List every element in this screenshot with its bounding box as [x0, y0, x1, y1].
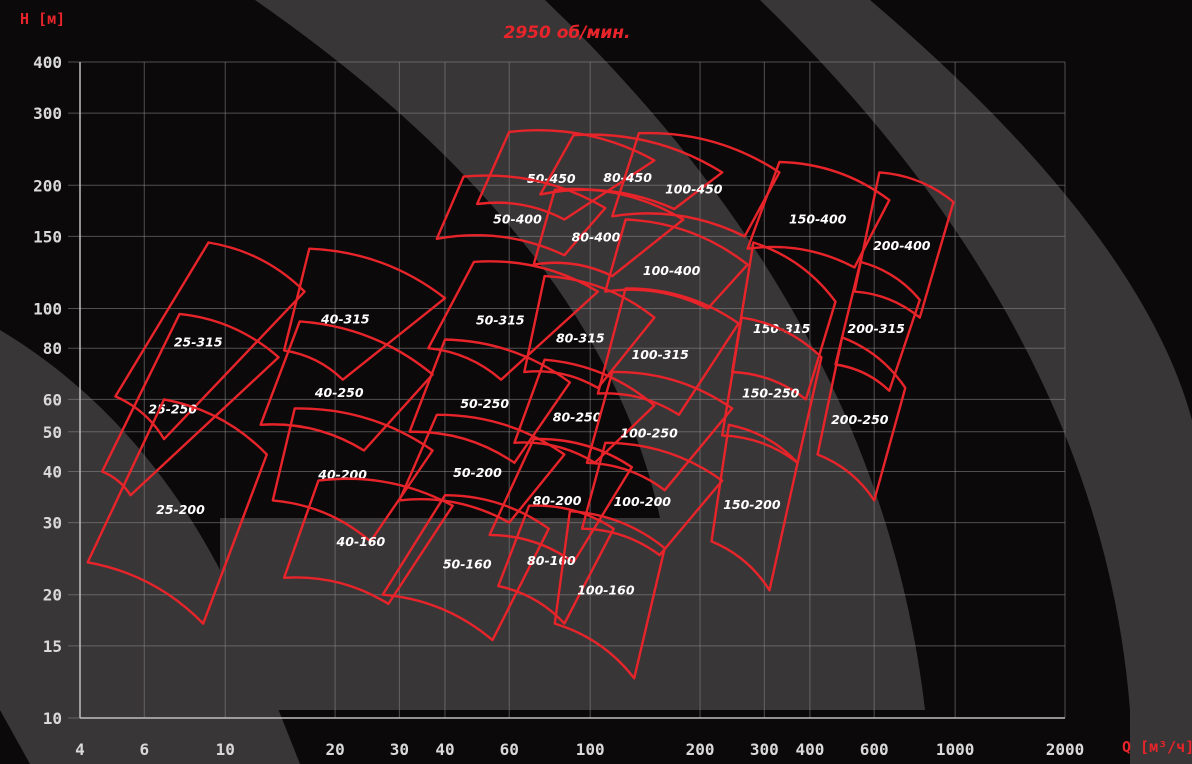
pump-region-100-200: [580, 441, 724, 557]
y-tick-label: 40: [43, 462, 62, 481]
y-tick-label: 200: [33, 176, 62, 195]
pump-region-40-160: [282, 477, 454, 606]
y-tick-label: 80: [43, 339, 62, 358]
pump-label-100-160: 100-160: [577, 582, 635, 597]
pump-region-25-200: [86, 398, 268, 625]
pump-label-200-315: 200-315: [848, 321, 906, 336]
x-tick-label: 40: [435, 740, 454, 759]
pump-label-40-250: 40-250: [314, 385, 364, 400]
pump-label-80-400: 80-400: [572, 230, 621, 245]
pump-region-50-315: [427, 260, 600, 381]
pump-region-80-400: [532, 187, 685, 278]
pump-label-80-160: 80-160: [527, 553, 576, 568]
pump-label-100-450: 100-450: [665, 182, 723, 197]
x-tick-label: 400: [795, 740, 824, 759]
pump-region-40-315: [282, 247, 447, 381]
pump-region-100-400: [604, 218, 749, 310]
x-tick-label: 10: [216, 740, 235, 759]
pump-region-200-400: [853, 171, 955, 319]
x-tick-label: 1000: [936, 740, 975, 759]
pump-label-100-315: 100-315: [632, 347, 690, 362]
pump-label-25-250: 25-250: [148, 402, 197, 417]
pump-label-150-200: 150-200: [723, 497, 781, 512]
pump-region-50-450: [475, 129, 656, 221]
y-tick-label: 400: [33, 53, 62, 72]
pump-label-100-400: 100-400: [643, 263, 701, 278]
pump-region-100-250: [585, 370, 734, 492]
pump-region-200-315: [834, 260, 921, 392]
grid: [68, 61, 1066, 719]
pump-label-50-250: 50-250: [460, 396, 509, 411]
x-tick-label: 30: [390, 740, 409, 759]
y-tick-label: 60: [43, 390, 62, 409]
axis-ticks: 4 6 10 20 30 40 60 100 200 300 400 600 1000 2000 10 15 2…: [33, 53, 1084, 759]
pump-label-40-160: 40-160: [336, 534, 386, 549]
pump-label-50-315: 50-315: [476, 312, 525, 327]
pump-label-80-315: 80-315: [556, 330, 605, 345]
pump-region-40-200: [271, 407, 434, 543]
pump-label-150-250: 150-250: [742, 385, 800, 400]
pump-regions: 25-31525-25025-20040-31540-25040-20040-1…: [86, 129, 955, 680]
y-tick-label: 100: [33, 300, 62, 319]
pump-region-50-200: [398, 413, 566, 524]
pump-label-50-400: 50-400: [493, 212, 542, 227]
y-tick-label: 300: [33, 104, 62, 123]
pump-label-80-450: 80-450: [603, 170, 652, 185]
x-tick-label: 60: [500, 740, 519, 759]
pump-region-150-200: [710, 423, 799, 592]
pump-region-80-315: [523, 274, 656, 390]
pump-region-200-250: [816, 336, 907, 502]
pump-label-40-315: 40-315: [320, 311, 370, 326]
pump-region-150-400: [746, 160, 891, 269]
pump-label-25-315: 25-315: [174, 334, 223, 349]
pump-label-50-160: 50-160: [443, 557, 492, 572]
pump-label-200-400: 200-400: [873, 238, 931, 253]
x-tick-label: 4: [75, 740, 85, 759]
x-axis-label: Q [м³/ч]: [1122, 738, 1192, 756]
y-tick-label: 50: [43, 423, 62, 442]
pump-region-80-200: [488, 437, 633, 564]
pump-region-50-250: [408, 338, 572, 464]
pump-region-80-250: [513, 358, 656, 464]
chart-title: 2950 об/мин.: [503, 23, 630, 43]
x-tick-label: 100: [576, 740, 605, 759]
x-tick-label: 6: [139, 740, 149, 759]
pump-region-25-315: [114, 241, 306, 441]
y-tick-label: 15: [43, 637, 62, 656]
pump-region-50-160: [381, 494, 550, 642]
pump-label-80-250: 80-250: [553, 410, 602, 425]
x-tick-label: 200: [686, 740, 715, 759]
x-tick-label: 600: [860, 740, 889, 759]
pump-region-100-315: [596, 287, 740, 416]
pump-region-25-250: [101, 312, 280, 497]
pump-region-80-160: [497, 504, 615, 625]
pump-region-150-315: [731, 241, 837, 401]
pump-label-25-200: 25-200: [156, 502, 205, 517]
pump-region-100-160: [553, 510, 666, 680]
y-axis-label: H [м]: [20, 10, 65, 28]
x-tick-label: 2000: [1046, 740, 1085, 759]
pump-label-100-200: 100-200: [614, 494, 672, 509]
y-tick-label: 20: [43, 586, 62, 605]
pump-region-50-400: [435, 174, 607, 257]
pump-region-100-450: [611, 131, 781, 238]
pump-label-150-400: 150-400: [789, 212, 847, 227]
y-tick-label: 150: [33, 227, 62, 246]
y-tick-label: 10: [43, 709, 62, 728]
pump-label-80-200: 80-200: [533, 493, 582, 508]
y-tick-label: 30: [43, 514, 62, 533]
pump-label-50-200: 50-200: [453, 465, 502, 480]
pump-label-100-250: 100-250: [620, 425, 678, 440]
pump-label-200-250: 200-250: [831, 412, 889, 427]
x-tick-label: 300: [750, 740, 779, 759]
x-tick-label: 20: [325, 740, 344, 759]
